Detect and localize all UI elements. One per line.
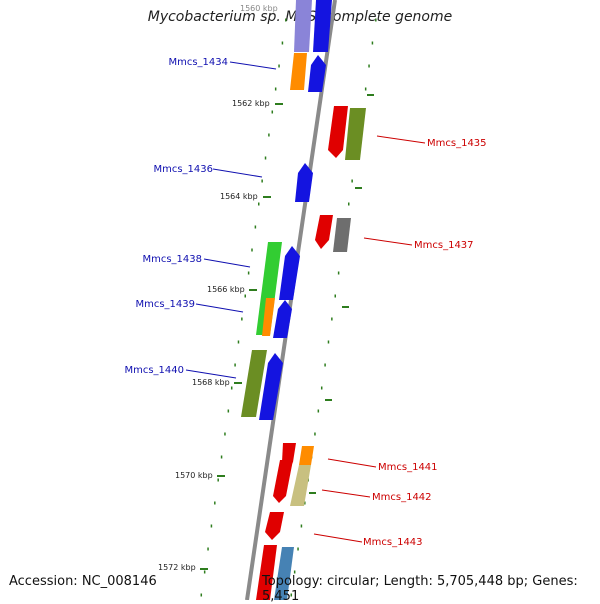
gene-label[interactable]: Mmcs_1439 xyxy=(135,299,195,310)
scale-label: 1566 kbp xyxy=(207,285,245,294)
gene-feature[interactable] xyxy=(333,218,351,252)
gene-feature[interactable] xyxy=(290,465,311,506)
gene-feature[interactable] xyxy=(274,547,294,600)
gene-feature[interactable] xyxy=(308,55,326,92)
scale-label: 1562 kbp xyxy=(232,99,270,108)
gene-label[interactable]: Mmcs_1442 xyxy=(372,492,432,503)
scale-label: 1568 kbp xyxy=(192,378,230,387)
gene-feature[interactable] xyxy=(241,350,267,417)
gene-feature[interactable] xyxy=(345,108,366,160)
gene-feature[interactable] xyxy=(290,53,307,90)
scale-label: 1560 kbp xyxy=(240,4,278,13)
gene-label[interactable]: Mmcs_1438 xyxy=(142,254,202,265)
gene-label[interactable]: Mmcs_1435 xyxy=(427,138,487,149)
gene-feature[interactable] xyxy=(279,246,300,300)
label-connectors xyxy=(185,61,426,543)
gene-feature[interactable] xyxy=(313,0,332,52)
gene-feature[interactable] xyxy=(295,163,313,202)
scale-ticks xyxy=(200,94,374,570)
left-gene-labels: Mmcs_1434 Mmcs_1436 Mmcs_1438 Mmcs_1439 … xyxy=(124,57,228,376)
gene-feature[interactable] xyxy=(299,446,314,465)
gene-feature[interactable] xyxy=(259,353,283,420)
gene-features xyxy=(241,0,366,600)
gene-label[interactable]: Mmcs_1436 xyxy=(153,164,213,175)
gene-feature[interactable] xyxy=(256,545,277,600)
accession-text: Accession: NC_008146 xyxy=(9,574,157,589)
scale-label: 1564 kbp xyxy=(220,192,258,201)
scale-labels: 1560 kbp 1562 kbp 1564 kbp 1566 kbp 1568… xyxy=(158,4,278,572)
scale-label: 1572 kbp xyxy=(158,563,196,572)
gene-feature[interactable] xyxy=(328,106,348,158)
gene-feature[interactable] xyxy=(315,215,333,249)
right-gene-labels: Mmcs_1435 Mmcs_1437 Mmcs_1441 Mmcs_1442 … xyxy=(363,138,487,548)
gene-label[interactable]: Mmcs_1443 xyxy=(363,537,423,548)
gene-feature[interactable] xyxy=(256,242,282,335)
gene-feature[interactable] xyxy=(294,0,312,52)
gene-label[interactable]: Mmcs_1434 xyxy=(168,57,228,68)
gene-label[interactable]: Mmcs_1437 xyxy=(414,240,474,251)
gene-feature[interactable] xyxy=(273,460,293,503)
scale-label: 1570 kbp xyxy=(175,471,213,480)
gene-label[interactable]: Mmcs_1441 xyxy=(378,462,438,473)
gene-feature[interactable] xyxy=(262,298,275,336)
gene-label[interactable]: Mmcs_1440 xyxy=(124,365,184,376)
gene-feature[interactable] xyxy=(265,512,284,540)
gene-feature[interactable] xyxy=(273,300,292,338)
